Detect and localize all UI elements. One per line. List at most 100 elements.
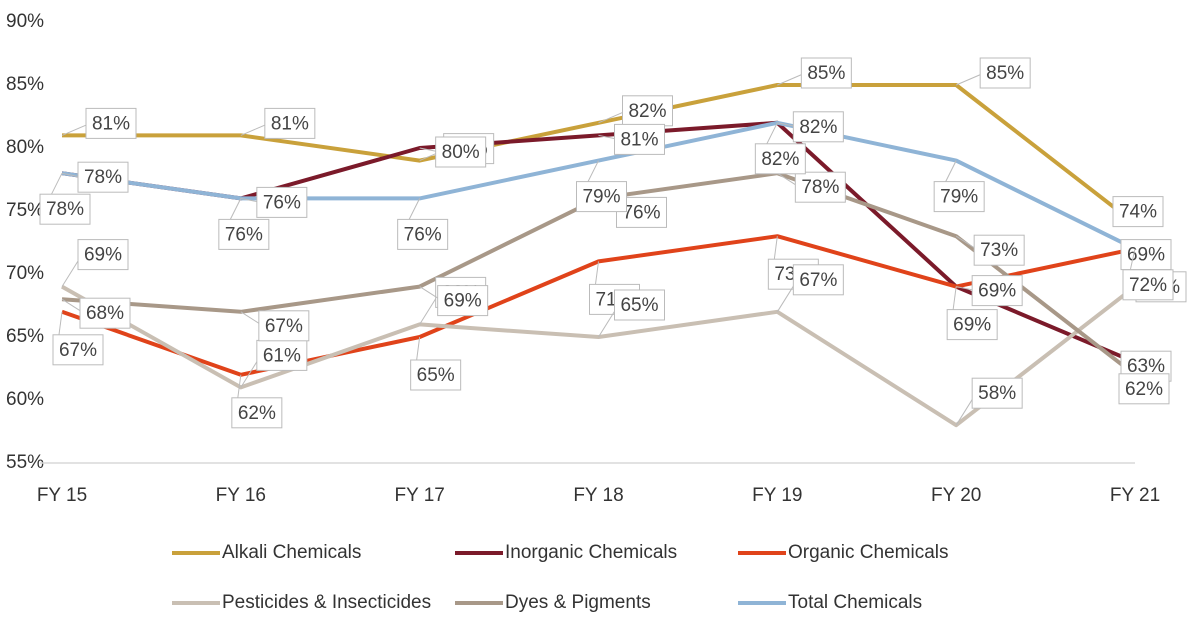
- label-box: [614, 289, 665, 321]
- x-tick-label: FY 17: [394, 485, 444, 506]
- data-label: 69%: [978, 281, 1016, 302]
- label-leader: [777, 72, 806, 86]
- label-box: [77, 161, 129, 193]
- label-leader: [598, 110, 627, 124]
- legend-label: Total Chemicals: [788, 592, 922, 613]
- data-label: 67%: [799, 270, 837, 291]
- x-tick-label: FY 19: [752, 485, 802, 506]
- y-tick-label: 65%: [6, 326, 44, 347]
- data-label: 76%: [225, 224, 263, 245]
- label-box: [256, 339, 308, 371]
- data-label: 85%: [807, 63, 845, 84]
- label-box: [1112, 196, 1164, 228]
- label-box: [973, 234, 1025, 266]
- y-tick-label: 70%: [6, 263, 44, 284]
- label-box: [1120, 239, 1172, 271]
- label-leader: [240, 122, 270, 136]
- x-tick-label: FY 18: [573, 485, 623, 506]
- label-box: [410, 359, 462, 391]
- data-label: 62%: [1125, 379, 1163, 400]
- x-tick-label: FY 16: [216, 485, 266, 506]
- data-labels: 81% 81% 79% 82% 85% 85% 74% 78% 76% 80% 81% 82% 69% 6…: [39, 57, 1187, 429]
- label-box: [435, 136, 487, 168]
- data-label: 69%: [953, 315, 991, 336]
- data-label: 76%: [404, 224, 442, 245]
- legend-label: Alkali Chemicals: [222, 542, 361, 563]
- data-label: 80%: [442, 142, 480, 163]
- data-label: 63%: [1127, 356, 1165, 377]
- label-box: [576, 181, 627, 213]
- data-label: 69%: [444, 291, 482, 312]
- label-box: [437, 285, 489, 317]
- data-label: 67%: [59, 340, 97, 361]
- label-box: [792, 111, 844, 143]
- data-label: 69%: [84, 245, 122, 266]
- y-tick-label: 85%: [6, 74, 44, 95]
- data-label: 61%: [263, 345, 301, 366]
- x-tick-label: FY 21: [1110, 485, 1160, 506]
- legend-label: Organic Chemicals: [788, 542, 949, 563]
- data-label: 69%: [1127, 245, 1165, 266]
- data-label: 79%: [582, 187, 620, 208]
- data-label: 65%: [417, 365, 455, 386]
- y-tick-label: 55%: [6, 452, 44, 473]
- y-tick-label: 60%: [6, 389, 44, 410]
- label-box: [231, 397, 283, 429]
- legend-label: Dyes & Pigments: [505, 592, 651, 613]
- label-box: [933, 181, 985, 213]
- data-label: 76%: [263, 192, 301, 213]
- data-label: 85%: [986, 63, 1024, 84]
- label-box: [1122, 269, 1174, 301]
- label-box: [792, 264, 844, 296]
- data-label: 76%: [622, 202, 660, 223]
- label-box: [39, 193, 91, 225]
- label-leader: [955, 72, 985, 86]
- label-box: [85, 107, 137, 139]
- label-box: [979, 57, 1031, 89]
- data-label: 74%: [1119, 202, 1157, 223]
- label-box: [218, 218, 270, 250]
- x-tick-label: FY 20: [931, 485, 981, 506]
- data-label: 82%: [761, 149, 799, 170]
- data-label: 68%: [86, 303, 124, 324]
- label-box: [754, 143, 806, 175]
- label-box: [614, 123, 665, 155]
- data-label: 81%: [271, 113, 309, 134]
- label-box: [52, 334, 104, 366]
- data-label: 73%: [980, 240, 1018, 261]
- label-box: [256, 186, 308, 218]
- label-box: [1118, 373, 1170, 405]
- label-box: [794, 171, 846, 203]
- legend-label: Inorganic Chemicals: [505, 542, 677, 563]
- data-label: 67%: [265, 316, 303, 337]
- data-label: 81%: [92, 113, 130, 134]
- data-label: 58%: [978, 383, 1016, 404]
- data-label: 78%: [801, 177, 839, 198]
- y-tick-label: 90%: [6, 11, 44, 32]
- label-box: [258, 310, 310, 342]
- label-box: [264, 107, 316, 139]
- label-box: [971, 275, 1023, 307]
- data-label: 78%: [84, 167, 122, 188]
- data-label: 82%: [799, 117, 837, 138]
- label-leader: [61, 122, 91, 136]
- data-label: 82%: [628, 101, 666, 122]
- data-label: 79%: [940, 187, 978, 208]
- label-box: [397, 218, 449, 250]
- data-label: 65%: [620, 295, 658, 316]
- label-box: [800, 57, 852, 89]
- label-box: [79, 297, 131, 329]
- y-tick-label: 75%: [6, 200, 44, 221]
- data-label: 81%: [620, 129, 658, 150]
- label-box: [622, 95, 673, 127]
- data-label: 72%: [1129, 275, 1167, 296]
- data-label: 78%: [46, 199, 84, 220]
- label-box: [77, 239, 129, 271]
- y-tick-label: 80%: [6, 137, 44, 158]
- label-box: [946, 309, 998, 341]
- legend-label: Pesticides & Insecticides: [222, 592, 431, 613]
- data-label: 62%: [238, 403, 276, 424]
- label-box: [971, 377, 1023, 409]
- x-tick-label: FY 15: [37, 485, 87, 506]
